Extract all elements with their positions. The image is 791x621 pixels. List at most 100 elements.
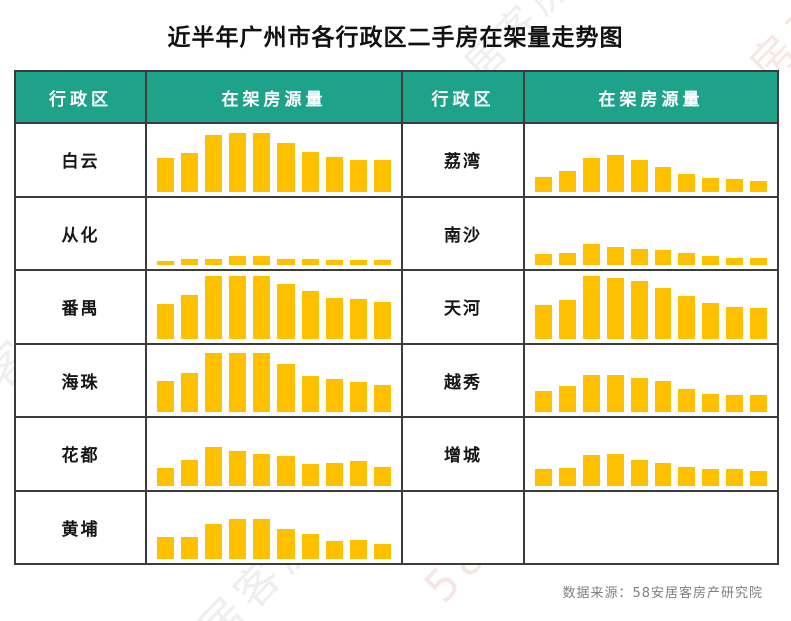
- header-inventory-left: 在架房源量: [147, 72, 403, 124]
- district-cell-越秀: 越秀: [403, 344, 525, 418]
- header-district-right: 行政区: [403, 72, 525, 124]
- bar: [156, 260, 176, 265]
- bar: [156, 380, 176, 412]
- bar: [629, 248, 649, 265]
- bar: [653, 165, 673, 192]
- bar: [204, 523, 224, 559]
- bar: [300, 462, 320, 486]
- bar: [701, 393, 721, 412]
- bar: [725, 467, 745, 486]
- bar: [204, 445, 224, 486]
- bar: [725, 305, 745, 339]
- bar: [156, 302, 176, 339]
- sparkline-cell-海珠: [147, 344, 403, 418]
- bar: [324, 296, 344, 339]
- bar: [348, 381, 368, 412]
- bar: [749, 179, 769, 192]
- bar: [276, 363, 296, 412]
- bar: [372, 158, 392, 192]
- sparkline-cell-黄埔: [147, 491, 403, 565]
- bar-chart-荔湾: [534, 124, 769, 192]
- bar: [605, 452, 625, 486]
- bar: [228, 449, 248, 486]
- bar: [180, 536, 200, 559]
- bar: [725, 177, 745, 192]
- bar: [749, 394, 769, 412]
- bar: [228, 255, 248, 265]
- district-cell-天河: 天河: [403, 271, 525, 345]
- bar: [252, 274, 272, 339]
- bar: [372, 300, 392, 339]
- sparkline-cell-天河: [525, 271, 779, 345]
- sparkline-cell-南沙: [525, 197, 779, 271]
- bar: [228, 131, 248, 192]
- bar: [581, 453, 601, 486]
- bar: [300, 375, 320, 412]
- district-cell-荔湾: 荔湾: [403, 124, 525, 198]
- bar: [557, 298, 577, 339]
- bar: [204, 352, 224, 412]
- bar: [180, 258, 200, 265]
- bar: [324, 461, 344, 486]
- bar: [653, 286, 673, 339]
- bar: [276, 528, 296, 559]
- bar-chart-花都: [156, 418, 392, 486]
- bar: [324, 540, 344, 559]
- bar: [348, 259, 368, 265]
- district-cell-empty: [403, 491, 525, 565]
- bar-chart-海珠: [156, 345, 392, 412]
- bar: [300, 150, 320, 192]
- bar: [300, 289, 320, 339]
- bar: [252, 518, 272, 559]
- bar: [629, 458, 649, 486]
- bar: [276, 282, 296, 339]
- bar: [348, 297, 368, 339]
- bar: [372, 259, 392, 265]
- district-cell-番禺: 番禺: [16, 271, 147, 345]
- header-inventory-right: 在架房源量: [525, 72, 779, 124]
- sparkline-cell-番禺: [147, 271, 403, 345]
- bar: [180, 151, 200, 192]
- bar: [557, 252, 577, 265]
- bar: [156, 466, 176, 486]
- bar: [156, 536, 176, 559]
- bar: [156, 156, 176, 192]
- bar-chart-增城: [534, 418, 769, 486]
- bar: [204, 274, 224, 339]
- sparkline-cell-花都: [147, 418, 403, 492]
- sparkline-cell-增城: [525, 418, 779, 492]
- bar: [180, 372, 200, 412]
- sparkline-cell-越秀: [525, 344, 779, 418]
- bar: [324, 259, 344, 265]
- bar: [348, 158, 368, 192]
- bar: [605, 153, 625, 192]
- bar: [677, 294, 697, 339]
- bar: [252, 131, 272, 192]
- bar: [749, 306, 769, 339]
- bar: [749, 257, 769, 265]
- bar: [629, 377, 649, 412]
- bar: [605, 246, 625, 265]
- bar: [581, 274, 601, 339]
- district-cell-从化: 从化: [16, 197, 147, 271]
- bar: [228, 352, 248, 412]
- district-cell-黄埔: 黄埔: [16, 491, 147, 565]
- bar-chart-黄埔: [156, 492, 392, 559]
- bar: [372, 465, 392, 486]
- bar-chart-越秀: [534, 345, 769, 412]
- bar: [276, 258, 296, 265]
- bar: [701, 467, 721, 486]
- page-title: 近半年广州市各行政区二手房在架量走势图: [167, 25, 624, 51]
- bar: [372, 543, 392, 559]
- bar: [300, 533, 320, 559]
- bar: [534, 253, 553, 265]
- bar: [629, 158, 649, 192]
- bar: [557, 385, 577, 412]
- district-cell-南沙: 南沙: [403, 197, 525, 271]
- district-cell-增城: 增城: [403, 418, 525, 492]
- bar-chart-白云: [156, 124, 392, 192]
- data-source-label: 数据来源：58安居客房产研究院: [562, 586, 763, 601]
- bar: [534, 390, 553, 412]
- bar: [605, 276, 625, 339]
